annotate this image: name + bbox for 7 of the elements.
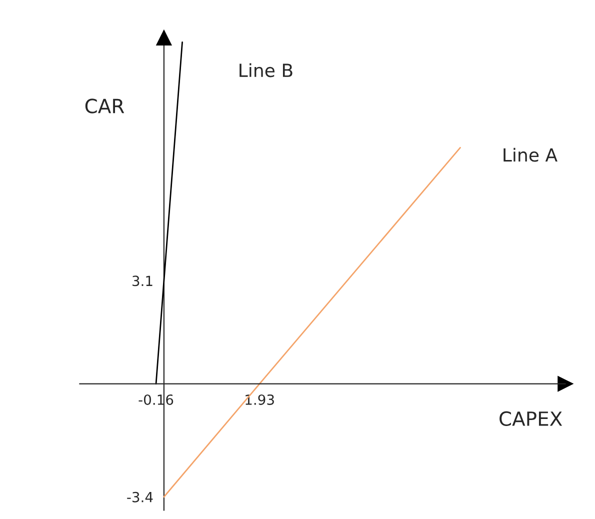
x-axis-title: CAPEX [500, 411, 562, 426]
text: Line A [504, 148, 558, 162]
x-tick-label: 1.93 [246, 394, 274, 405]
y-axis-title: CAR [85, 98, 124, 114]
y-tick-label: 3.1 [132, 276, 152, 286]
y-tick-label: -3.4 [127, 492, 153, 502]
text: Line B [240, 63, 292, 78]
